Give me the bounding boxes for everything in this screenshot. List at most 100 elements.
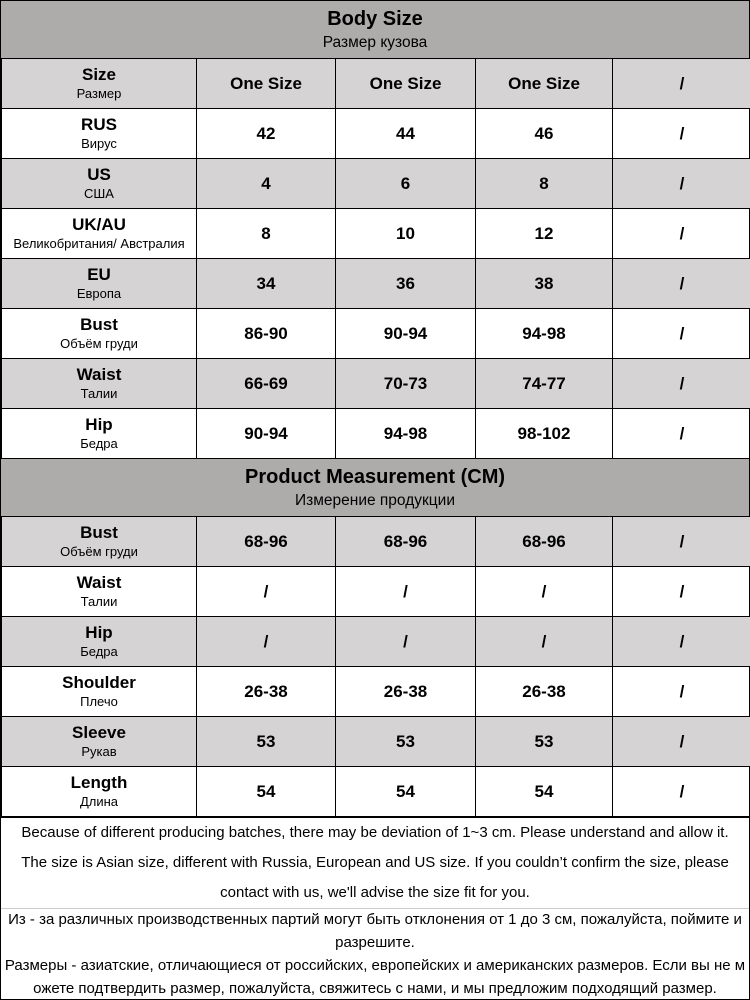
cell-value: 46 (475, 108, 613, 159)
row-label: US США (1, 158, 197, 209)
cell-value: 53 (196, 716, 336, 767)
row-label: Waist Талии (1, 566, 197, 617)
row-label-en: Sleeve (72, 722, 126, 742)
row-label-ru: Европа (76, 286, 122, 302)
row-label: Hip Бедра (1, 408, 197, 459)
cell-value: 74-77 (475, 358, 613, 409)
cell-value: 26-38 (335, 666, 476, 717)
cell-value: / (612, 58, 750, 109)
cell-value: One Size (335, 58, 476, 109)
cell-value: 94-98 (335, 408, 476, 459)
row-label-en: Waist (76, 572, 122, 592)
product-measurement-header: Product Measurement (CM) Измерение проду… (1, 459, 749, 516)
row-label-en: Hip (85, 622, 113, 642)
cell-value: 8 (196, 208, 336, 259)
row-label: RUS Вирус (1, 108, 197, 159)
row-label: Shoulder Плечо (1, 666, 197, 717)
cell-value: / (196, 616, 336, 667)
row-label: Bust Объём груди (1, 308, 197, 359)
cell-value: 10 (335, 208, 476, 259)
cell-value: / (612, 766, 750, 817)
table-row: Bust Объём груди 68-96 68-96 68-96/ (1, 516, 750, 567)
table-row: Length Длина 54 54 54/ (1, 766, 750, 817)
row-label-ru: Великобритания/ Австралия (13, 236, 185, 252)
row-label-en: Bust (80, 314, 118, 334)
row-label-en: Shoulder (62, 672, 136, 692)
row-label-ru: Рукав (81, 744, 117, 760)
notes-section: Because of different producing batches, … (1, 817, 749, 999)
product-measurement-title: Product Measurement (CM) (244, 466, 506, 489)
row-label: Sleeve Рукав (1, 716, 197, 767)
cell-value: 26-38 (475, 666, 613, 717)
cell-value: 38 (475, 258, 613, 309)
table-row: Waist Талии / / / / (1, 566, 750, 617)
cell-value: 54 (196, 766, 336, 817)
row-label: Waist Талии (1, 358, 197, 409)
cell-value: 66-69 (196, 358, 336, 409)
table-row: Hip Бедра / / / / (1, 616, 750, 667)
cell-value: / (475, 566, 613, 617)
table-row: US США 4 6 8/ (1, 158, 750, 209)
cell-value: / (196, 566, 336, 617)
cell-value: / (612, 716, 750, 767)
row-label-en: EU (87, 264, 111, 284)
cell-value: 36 (335, 258, 476, 309)
note-line: Размеры - азиатские, отличающиеся от рос… (4, 956, 746, 997)
cell-value: 98-102 (475, 408, 613, 459)
cell-value: 68-96 (196, 516, 336, 567)
cell-value: / (612, 408, 750, 459)
cell-value: 53 (475, 716, 613, 767)
row-label: Bust Объём груди (1, 516, 197, 567)
row-label: Length Длина (1, 766, 197, 817)
row-label-en: Length (70, 772, 128, 792)
cell-value: 8 (475, 158, 613, 209)
cell-value: / (612, 158, 750, 209)
cell-value: / (612, 208, 750, 259)
cell-value: / (475, 616, 613, 667)
body-size-title: Body Size (327, 8, 423, 31)
row-label-ru: Объём груди (60, 336, 138, 352)
cell-value: 26-38 (196, 666, 336, 717)
cell-value: 54 (335, 766, 476, 817)
cell-value: 86-90 (196, 308, 336, 359)
table-row: Size Размер One Size One Size One Size / (1, 58, 750, 109)
row-label: UK/AU Великобритания/ Австралия (1, 208, 197, 259)
row-label-en: UK/AU (72, 214, 126, 234)
row-label: EU Европа (1, 258, 197, 309)
product-measurement-table: Bust Объём груди 68-96 68-96 68-96/Waist Тали… (1, 516, 750, 817)
note-line: Because of different producing batches, … (21, 823, 729, 841)
cell-value: / (612, 358, 750, 409)
cell-value: / (612, 616, 750, 667)
cell-value: 6 (335, 158, 476, 209)
cell-value: 42 (196, 108, 336, 159)
note-line: Из - за различных производственных парти… (8, 910, 742, 951)
table-row: Waist Талии 66-69 70-73 74-77/ (1, 358, 750, 409)
row-label-ru: США (84, 186, 114, 202)
row-label-en: Bust (80, 522, 118, 542)
cell-value: / (612, 258, 750, 309)
body-size-table: Size Размер One Size One Size One Size / RUS Ви… (1, 58, 750, 459)
note-russian: Из - за различных производственных парти… (1, 909, 749, 1000)
cell-value: 53 (335, 716, 476, 767)
product-measurement-subtitle: Измерение продукции (295, 492, 455, 510)
cell-value: 68-96 (335, 516, 476, 567)
cell-value: 68-96 (475, 516, 613, 567)
row-label: Hip Бедра (1, 616, 197, 667)
row-label-ru: Вирус (81, 136, 117, 152)
table-row: Hip Бедра 90-94 94-98 98-102/ (1, 408, 750, 459)
table-row: UK/AU Великобритания/ Австралия 8 10 12/ (1, 208, 750, 259)
table-row: Shoulder Плечо 26-38 26-38 26-38/ (1, 666, 750, 717)
body-size-subtitle: Размер кузова (322, 34, 428, 52)
row-label-en: Hip (85, 414, 113, 434)
note-line: The size is Asian size, different with R… (21, 853, 729, 901)
cell-value: 90-94 (335, 308, 476, 359)
cell-value: 90-94 (196, 408, 336, 459)
cell-value: / (612, 666, 750, 717)
row-label-ru: Бедра (80, 436, 118, 452)
row-label-ru: Талии (80, 594, 118, 610)
row-label-ru: Плечо (80, 694, 118, 710)
row-label-ru: Размер (76, 86, 122, 102)
cell-value: / (612, 108, 750, 159)
row-label-ru: Талии (80, 386, 118, 402)
row-label-en: RUS (81, 114, 117, 134)
